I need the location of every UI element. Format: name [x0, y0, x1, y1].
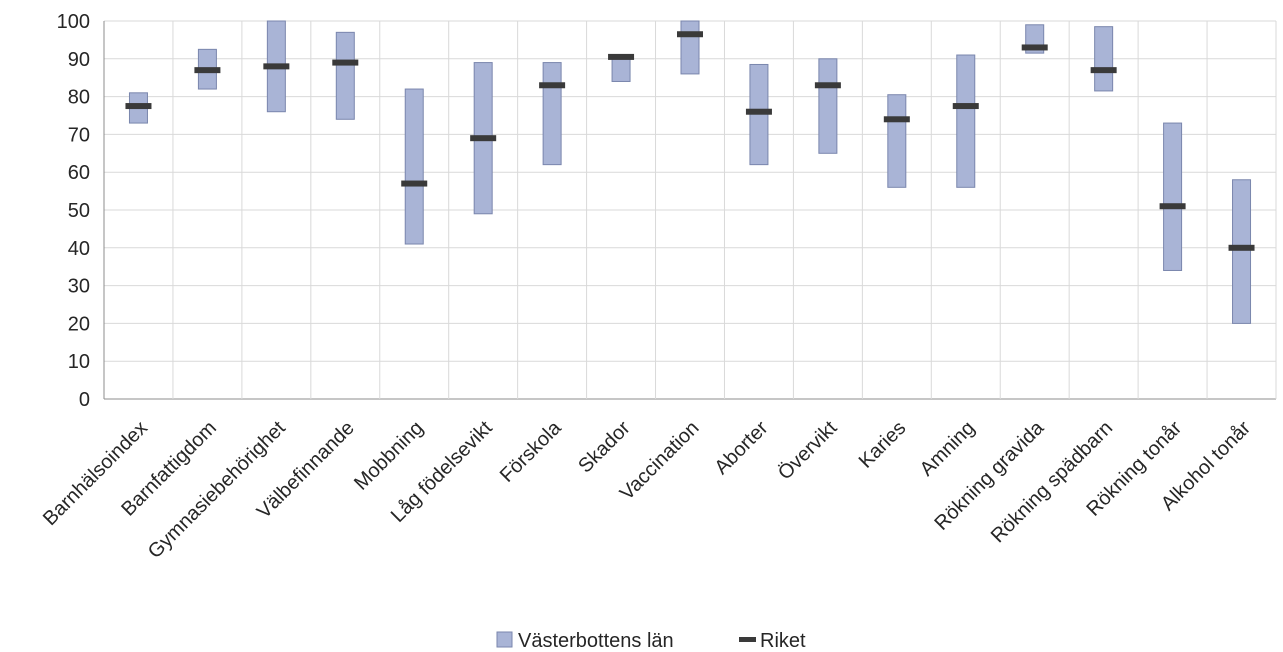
- riket-marker: [470, 135, 497, 142]
- legend-label-range: Västerbottens län: [518, 630, 674, 652]
- riket-marker: [401, 180, 428, 187]
- riket-marker: [677, 31, 703, 38]
- y-tick-label: 40: [68, 238, 90, 260]
- riket-marker: [332, 59, 359, 66]
- x-axis-category-labels: BarnhälsoindexBarnfattigdomGymnasiebehör…: [39, 416, 1255, 563]
- riket-marker: [125, 103, 152, 110]
- y-tick-label: 90: [68, 49, 90, 71]
- x-category-label: Övervikt: [774, 417, 842, 485]
- y-tick-label: 0: [79, 389, 90, 411]
- riket-marker: [1159, 203, 1186, 210]
- x-category-label: Amning: [916, 417, 980, 481]
- range-bar: [542, 62, 562, 166]
- range-bar: [818, 58, 838, 154]
- range-bar: [1232, 179, 1252, 324]
- riket-marker: [1228, 244, 1255, 251]
- range-bar: [887, 94, 907, 188]
- riket-marker: [1090, 67, 1117, 74]
- riket-marker: [814, 82, 841, 89]
- y-tick-label: 70: [68, 124, 90, 146]
- range-bar: [956, 54, 976, 188]
- range-bar: [1094, 26, 1114, 92]
- x-category-label: Karies: [855, 417, 911, 473]
- riket-marker: [263, 63, 290, 70]
- legend-label-marker: Riket: [760, 630, 806, 652]
- x-category-label: Rökning spädbarn: [987, 417, 1117, 547]
- x-category-label: Gymnasiebehörighet: [144, 417, 290, 563]
- y-tick-label: 20: [68, 313, 90, 335]
- y-tick-label: 100: [57, 11, 90, 33]
- y-tick-label: 10: [68, 351, 90, 373]
- x-category-label: Skador: [574, 417, 635, 478]
- grid-lines: [103, 20, 1277, 400]
- y-tick-label: 80: [68, 87, 90, 109]
- y-axis-tick-labels: 0 10 20 30 40 50 60 70 80 90 100: [57, 11, 90, 411]
- riket-marker: [745, 108, 772, 115]
- riket-markers: [125, 31, 1255, 251]
- range-bar: [404, 88, 424, 245]
- range-bar: [335, 31, 355, 120]
- x-category-label: Förskola: [496, 416, 566, 486]
- x-category-label: Aborter: [711, 417, 773, 479]
- riket-marker: [1021, 44, 1048, 51]
- y-tick-label: 30: [68, 276, 90, 298]
- range-bar: [680, 20, 700, 75]
- riket-marker: [539, 82, 566, 89]
- legend-swatch-marker: [739, 637, 756, 642]
- riket-marker: [194, 67, 221, 74]
- riket-marker: [883, 116, 910, 123]
- riket-marker: [608, 53, 635, 60]
- range-bar: [1163, 122, 1183, 271]
- legend: Västerbottens län Riket: [496, 630, 806, 652]
- y-tick-label: 60: [68, 162, 90, 184]
- legend-swatch-range: [496, 631, 513, 648]
- y-tick-label: 50: [68, 200, 90, 222]
- riket-marker: [952, 103, 979, 110]
